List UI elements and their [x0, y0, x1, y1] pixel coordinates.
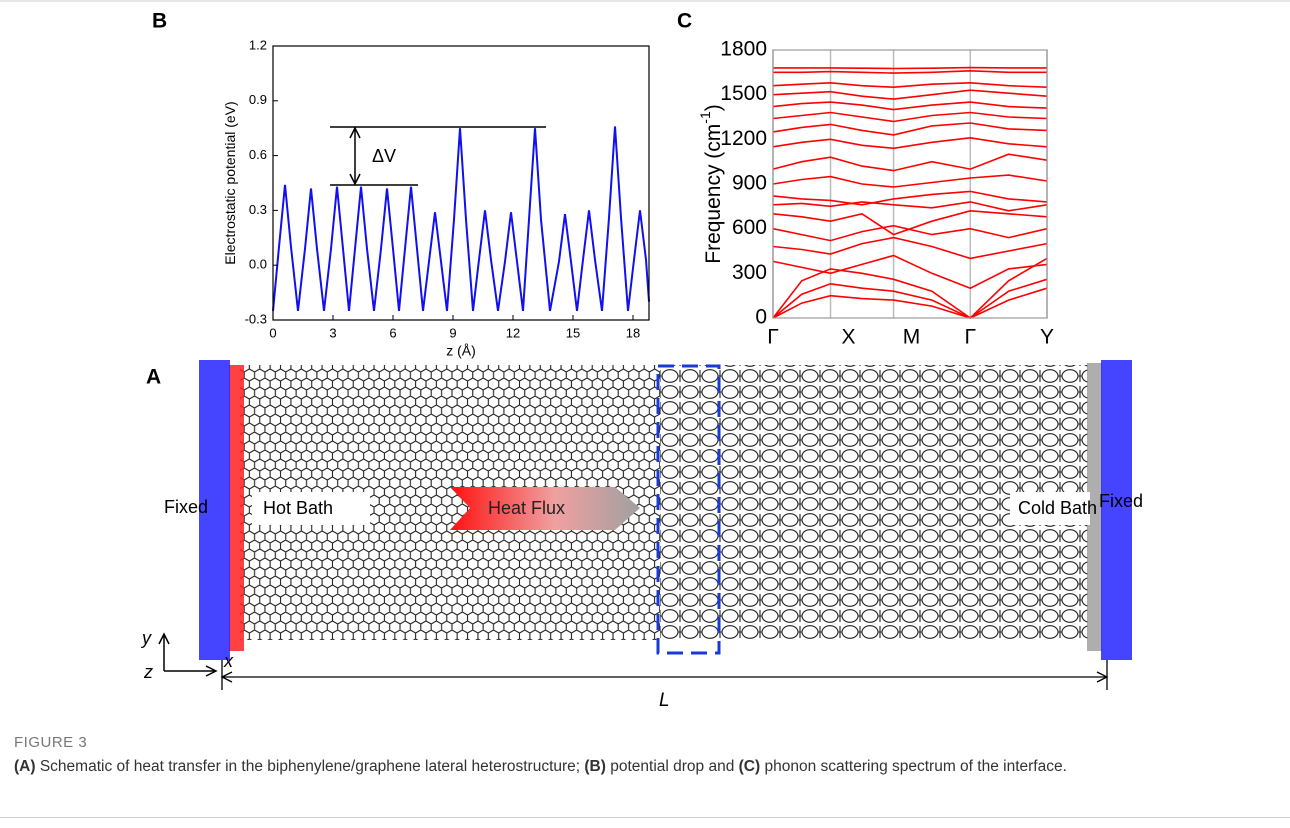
x-tick-label: Y — [1040, 326, 1054, 349]
x-tick-label: 9 — [449, 325, 456, 340]
series-line — [772, 122, 1048, 136]
y-tick-label: 0.0 — [249, 257, 267, 272]
series-line — [272, 126, 650, 312]
caption-bold: (B) — [584, 758, 606, 775]
label: Heat Flux — [488, 498, 565, 518]
y-tick-label: 0.6 — [249, 147, 267, 162]
caption-bold: (A) — [14, 758, 36, 775]
y-tick-label: 900 — [732, 172, 767, 195]
caption-text: Schematic of heat transfer in the biphen… — [35, 758, 585, 775]
y-tick-label: 0 — [755, 306, 767, 329]
axis-name: z — [143, 662, 153, 682]
panel-label: C — [677, 10, 692, 33]
label: L — [659, 690, 670, 711]
caption-label: FIGURE 3 — [14, 734, 88, 751]
y-tick-label: 1200 — [720, 127, 767, 150]
series-line — [772, 153, 1048, 172]
y-tick-label: 1800 — [720, 38, 767, 61]
x-tick-label: Γ — [964, 326, 976, 349]
caption-bold: (C) — [738, 758, 761, 775]
x-tick-label: 3 — [329, 325, 336, 340]
plot-frame — [772, 49, 1048, 319]
label: Fixed — [164, 497, 208, 517]
label: Fixed — [1099, 491, 1143, 511]
panel-label: B — [152, 10, 167, 33]
x-tick-label: 6 — [389, 325, 396, 340]
y-tick-label: 1.2 — [249, 37, 267, 52]
series-line — [773, 66, 1047, 70]
x-tick-label: 15 — [566, 325, 580, 340]
interface-box — [656, 364, 721, 655]
y-tick-label: 1500 — [720, 82, 767, 105]
axis-name: y — [140, 628, 152, 648]
series-line — [772, 278, 1048, 319]
series-line — [772, 209, 1048, 236]
fixed-strip — [1101, 360, 1132, 660]
x-tick-label: 18 — [626, 325, 640, 340]
y-tick-label: -0.3 — [245, 311, 267, 326]
y-tick-label: 300 — [732, 261, 767, 284]
y-tick-label: 600 — [732, 216, 767, 239]
series-line — [772, 201, 1048, 212]
label-bg — [1010, 492, 1090, 525]
heat-flux-arrow — [450, 487, 640, 530]
label-bg — [252, 492, 370, 525]
series-line — [773, 69, 1047, 74]
caption: (A) Schematic of heat transfer in the bi… — [14, 756, 1194, 778]
series-line — [772, 224, 1048, 242]
y-axis-label-sup: -1 — [697, 111, 713, 124]
series-line — [772, 111, 1048, 123]
annotation: ΔV — [372, 146, 396, 166]
series-line — [772, 136, 1048, 150]
label: Hot Bath — [263, 498, 333, 518]
series-line — [772, 254, 1048, 290]
series-line — [772, 236, 1048, 260]
y-axis-label: Electrostatic potential (eV) — [222, 101, 238, 264]
y-axis-label-end: ) — [702, 104, 725, 111]
x-tick-label: 0 — [269, 325, 276, 340]
label: Cold Bath — [1018, 498, 1097, 518]
cold-strip — [1087, 363, 1102, 651]
y-tick-label: 0.9 — [249, 92, 267, 107]
y-axis-label-text: Electrostatic potential (eV) — [222, 101, 238, 264]
series-line — [772, 287, 1048, 319]
plot-frame — [272, 45, 650, 321]
series-line — [772, 101, 1048, 111]
series-line — [772, 81, 1048, 89]
delta-v-marker — [330, 126, 546, 186]
series-line — [772, 174, 1048, 188]
hot-strip — [229, 365, 244, 651]
x-tick-label: Γ — [767, 326, 779, 349]
panel-label: A — [146, 366, 161, 389]
axis-name: x — [223, 651, 234, 671]
series-line — [772, 89, 1048, 100]
y-tick-label: 0.3 — [249, 202, 267, 217]
series-line — [772, 190, 1048, 206]
y-axis-label-text: Frequency (cm — [702, 124, 725, 264]
caption-text: phonon scattering spectrum of the interf… — [760, 758, 1067, 775]
axes-indicator — [158, 632, 218, 677]
caption-text: potential drop and — [605, 758, 739, 775]
figure: A Fixed Hot Bath Heat Flux Cold Bath Fix… — [0, 0, 1290, 711]
x-tick-label: M — [903, 326, 921, 349]
x-tick-label: 12 — [506, 325, 520, 340]
length-dimension — [220, 660, 1109, 690]
x-axis-label: z (Å) — [446, 343, 476, 359]
series-line — [772, 257, 1048, 320]
x-tick-label: X — [842, 326, 856, 349]
y-axis-label: Frequency (cm-1) — [697, 104, 725, 264]
fixed-strip — [199, 360, 230, 660]
border — [0, 817, 1290, 818]
